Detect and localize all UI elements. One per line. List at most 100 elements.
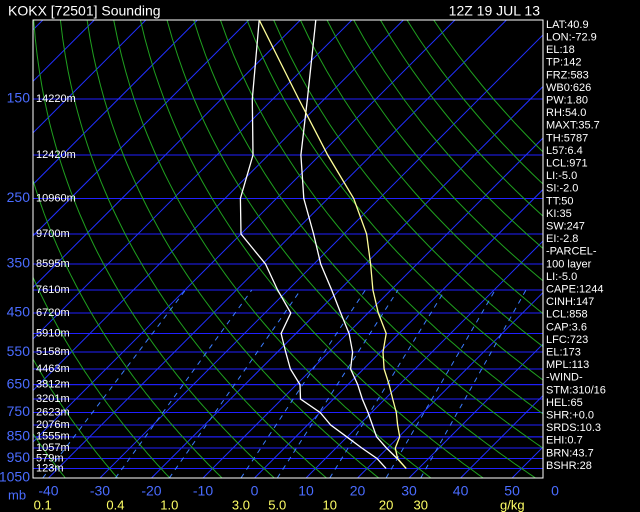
height-label: 7610m xyxy=(36,284,70,296)
x-tick-label: 20 xyxy=(350,483,366,499)
stat-line: CAPE:1244 xyxy=(546,284,603,296)
y-tick-label: 150 xyxy=(7,90,31,106)
y-tick-label: 950 xyxy=(7,449,31,465)
height-label: 5910m xyxy=(36,327,70,339)
stat-line: TP:142 xyxy=(546,57,581,69)
isotherm xyxy=(305,240,543,478)
mixing-ratio-line xyxy=(276,289,399,478)
stat-line: HEL:65 xyxy=(546,397,583,409)
stat-line: LFC:723 xyxy=(546,334,588,346)
y-tick-label: 750 xyxy=(7,403,31,419)
stat-line: BRN:43.7 xyxy=(546,447,594,459)
dry-adiabat xyxy=(33,276,171,478)
mixing-ratio-unit: g/kg xyxy=(500,497,525,512)
mixing-ratio-line xyxy=(329,289,446,478)
height-label: 1057m xyxy=(36,442,70,454)
isotherm xyxy=(357,291,543,478)
stat-line: TH:5787 xyxy=(546,132,588,144)
x-tick-label: -30 xyxy=(90,483,110,499)
y-tick-label: 650 xyxy=(7,375,31,391)
dry-adiabat xyxy=(33,178,223,478)
wind-axis-tick: 0 xyxy=(551,483,559,499)
dry-adiabat xyxy=(33,20,275,478)
stat-line: TT:50 xyxy=(546,195,574,207)
dry-adiabat xyxy=(379,20,543,217)
plot-frame xyxy=(32,19,544,479)
x-tick-label: -10 xyxy=(193,483,213,499)
x-tick-label: 0 xyxy=(251,483,259,499)
y-tick-label: 850 xyxy=(7,428,31,444)
stat-line: PW:1.80 xyxy=(546,95,588,107)
y-tick-label: 450 xyxy=(7,304,31,320)
mixing-ratio-line xyxy=(240,289,366,478)
y-tick-label: 550 xyxy=(7,343,31,359)
isotherm xyxy=(460,394,543,478)
height-label: 2623m xyxy=(36,406,70,418)
mixing-ratio-label: 30 xyxy=(413,497,427,512)
dry-adiabat xyxy=(273,20,543,348)
height-label: 123m xyxy=(36,462,64,474)
stat-line: MAXT:35.7 xyxy=(546,120,600,132)
stat-line: SI:-2.0 xyxy=(546,183,578,195)
stat-line: L57:6.4 xyxy=(546,145,583,157)
mixing-ratio-label: 0.4 xyxy=(106,497,124,512)
height-label: 2076m xyxy=(36,419,70,431)
height-label: 12420m xyxy=(36,149,76,161)
mixing-ratio-label: 5.0 xyxy=(268,497,286,512)
y-axis-label: mb xyxy=(8,487,26,502)
x-tick-label: -40 xyxy=(38,483,58,499)
mixing-ratio-line xyxy=(168,289,302,478)
height-label: 4463m xyxy=(36,363,70,375)
isotherm xyxy=(254,188,543,478)
x-tick-label: 30 xyxy=(401,483,417,499)
height-label: 3201m xyxy=(36,393,70,405)
isotherm xyxy=(151,85,543,478)
stat-line: FRZ:583 xyxy=(546,69,589,81)
dry-adiabat xyxy=(299,20,543,315)
isotherm xyxy=(48,20,507,478)
stat-line: MPL:113 xyxy=(546,359,589,371)
dry-adiabat xyxy=(353,20,543,250)
stat-line: EI:-2.8 xyxy=(546,233,578,245)
x-tick-label: 10 xyxy=(298,483,314,499)
stat-line: RH:54.0 xyxy=(546,107,586,119)
height-label: 9700m xyxy=(36,228,70,240)
mixing-ratio-line xyxy=(115,289,253,478)
x-tick-label: 40 xyxy=(453,483,469,499)
stat-line: STM:310/16 xyxy=(546,384,606,396)
dry-adiabat xyxy=(219,20,543,415)
isotherm xyxy=(99,34,543,478)
isotherm xyxy=(33,20,250,237)
chart-subtitle: 12Z 19 JUL 13 xyxy=(449,3,541,19)
stat-line: CINH:147 xyxy=(546,296,594,308)
dry-adiabat xyxy=(33,358,118,478)
isotherm xyxy=(33,20,301,289)
stat-line: LAT:40.9 xyxy=(546,19,589,31)
height-label: 1555m xyxy=(36,431,70,443)
mixing-ratio-label: 0.1 xyxy=(34,497,52,512)
y-tick-label: 1050 xyxy=(0,469,30,485)
stat-line: EL:18 xyxy=(546,44,575,56)
profile-line xyxy=(258,20,407,469)
stat-line: EHI:0.7 xyxy=(546,435,583,447)
mixing-ratio-line xyxy=(385,289,496,478)
stat-line: -WIND- xyxy=(546,372,583,384)
stat-line: LCL:858 xyxy=(546,309,588,321)
isotherm xyxy=(33,20,404,392)
stat-line: EL:173 xyxy=(546,347,581,359)
stat-line: -PARCEL- xyxy=(546,246,597,258)
height-label: 8595m xyxy=(36,258,70,270)
stat-line: CAP:3.6 xyxy=(546,321,587,333)
height-label: 5158m xyxy=(36,346,70,358)
stat-line: SRDS:10.3 xyxy=(546,422,601,434)
mixing-ratio-label: 1.0 xyxy=(160,497,178,512)
stat-line: SHR:+0.0 xyxy=(546,410,594,422)
isotherm xyxy=(408,343,543,478)
mixing-ratio-label: 20 xyxy=(379,497,393,512)
stat-line: LON:-72.9 xyxy=(546,32,597,44)
isotherm xyxy=(33,20,198,186)
dry-adiabat xyxy=(166,20,536,478)
profiles xyxy=(239,20,407,469)
